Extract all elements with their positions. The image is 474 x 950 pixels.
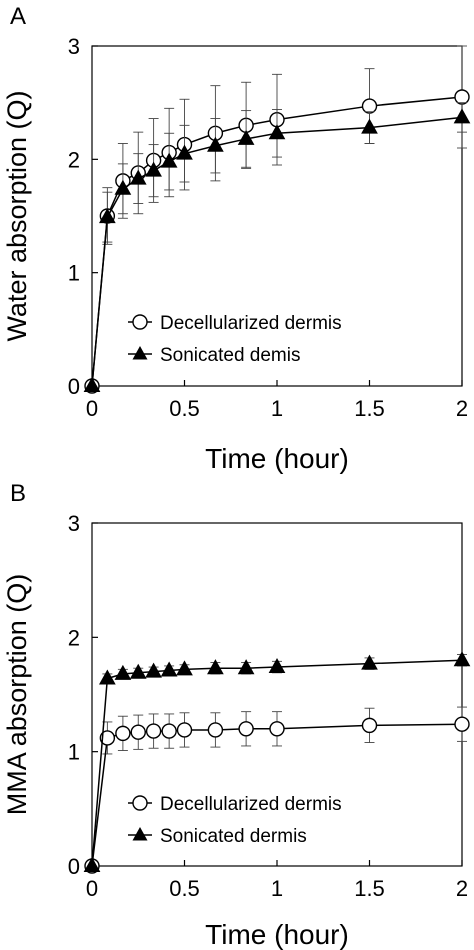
data-point (145, 662, 162, 678)
data-point (176, 660, 193, 676)
x-tick-label: 1.5 (354, 396, 385, 421)
x-tick-label: 1 (271, 876, 283, 901)
x-axis-label: Time (hour) (205, 443, 349, 474)
data-point (99, 669, 116, 685)
data-point (160, 661, 178, 677)
data-point (99, 730, 116, 746)
data-point (268, 124, 286, 140)
x-tick-label: 1.5 (354, 876, 385, 901)
data-point (361, 717, 378, 734)
legend-marker (132, 314, 148, 330)
data-point (268, 658, 286, 674)
x-tick-label: 2 (456, 876, 468, 901)
y-axis-label: Water absorption (Q) (2, 90, 32, 341)
data-point (114, 179, 132, 195)
legend-entry: Decellularized dermis (128, 794, 342, 815)
data-point (176, 144, 193, 160)
legend-entry: Decellularized dermis (128, 313, 342, 334)
legend-marker (132, 827, 148, 841)
y-tick-label: 0 (68, 854, 80, 879)
data-point (454, 89, 470, 105)
y-tick-label: 1 (68, 740, 80, 765)
data-point (453, 651, 471, 667)
series-1 (84, 45, 470, 394)
data-point (114, 664, 132, 680)
data-point (83, 376, 101, 392)
data-point (176, 722, 193, 738)
series-2 (83, 102, 471, 392)
chart-panel-a: A 0 1 2 3 0 0.5 1 1.5 2 Time (hour) Water absorptio… (2, 3, 471, 474)
data-point (361, 98, 378, 114)
data-point (454, 716, 470, 732)
data-point (145, 161, 162, 177)
y-tick-label: 2 (68, 147, 80, 172)
panel-label: B (10, 480, 26, 507)
legend-label: Sonicated dermis (160, 826, 307, 847)
legend: Decellularized dermis Sonicated dermis (128, 794, 342, 847)
x-tick-label: 0.5 (169, 876, 200, 901)
data-point (361, 654, 378, 670)
data-point (99, 208, 116, 224)
data-point (269, 721, 285, 737)
legend-entry: Sonicated demis (128, 345, 300, 366)
panel-label: A (10, 3, 26, 30)
x-tick-label: 1 (271, 396, 283, 421)
data-point (130, 724, 146, 740)
data-point (238, 721, 254, 737)
data-point (115, 725, 131, 742)
data-point (453, 108, 471, 124)
y-tick-label: 3 (68, 511, 80, 536)
data-point (160, 152, 178, 168)
data-point (237, 659, 255, 675)
legend-label: Decellularized dermis (160, 313, 342, 334)
data-point (83, 856, 101, 872)
y-tick-label: 2 (68, 625, 80, 650)
legend-label: Decellularized dermis (160, 794, 342, 815)
y-tick-label: 1 (68, 261, 80, 286)
data-point (207, 722, 224, 738)
legend-label: Sonicated demis (160, 345, 300, 366)
y-tick-label: 0 (68, 374, 80, 399)
y-axis-label: MMA absorption (Q) (2, 574, 32, 816)
y-tick-label: 3 (68, 34, 80, 59)
data-point (145, 723, 162, 739)
chart-panel-b: B 0 1 2 3 0 0.5 1 1.5 2 Time (hour) MMA absorption … (2, 480, 471, 950)
series-1 (84, 706, 470, 874)
data-point (361, 118, 378, 134)
x-tick-label: 0.5 (169, 396, 200, 421)
data-point (207, 659, 224, 675)
x-tick-label: 0 (86, 876, 98, 901)
legend: Decellularized dermis Sonicated demis (128, 313, 342, 366)
data-point (129, 663, 147, 679)
series-2 (83, 651, 471, 872)
data-point (129, 169, 147, 185)
x-tick-label: 0 (86, 396, 98, 421)
data-point (161, 723, 177, 739)
x-tick-label: 2 (456, 396, 468, 421)
x-axis-label: Time (hour) (205, 919, 349, 950)
legend-marker (132, 795, 148, 811)
legend-entry: Sonicated dermis (128, 826, 307, 847)
legend-marker (132, 346, 148, 360)
data-point (207, 136, 224, 152)
data-point (237, 129, 255, 145)
